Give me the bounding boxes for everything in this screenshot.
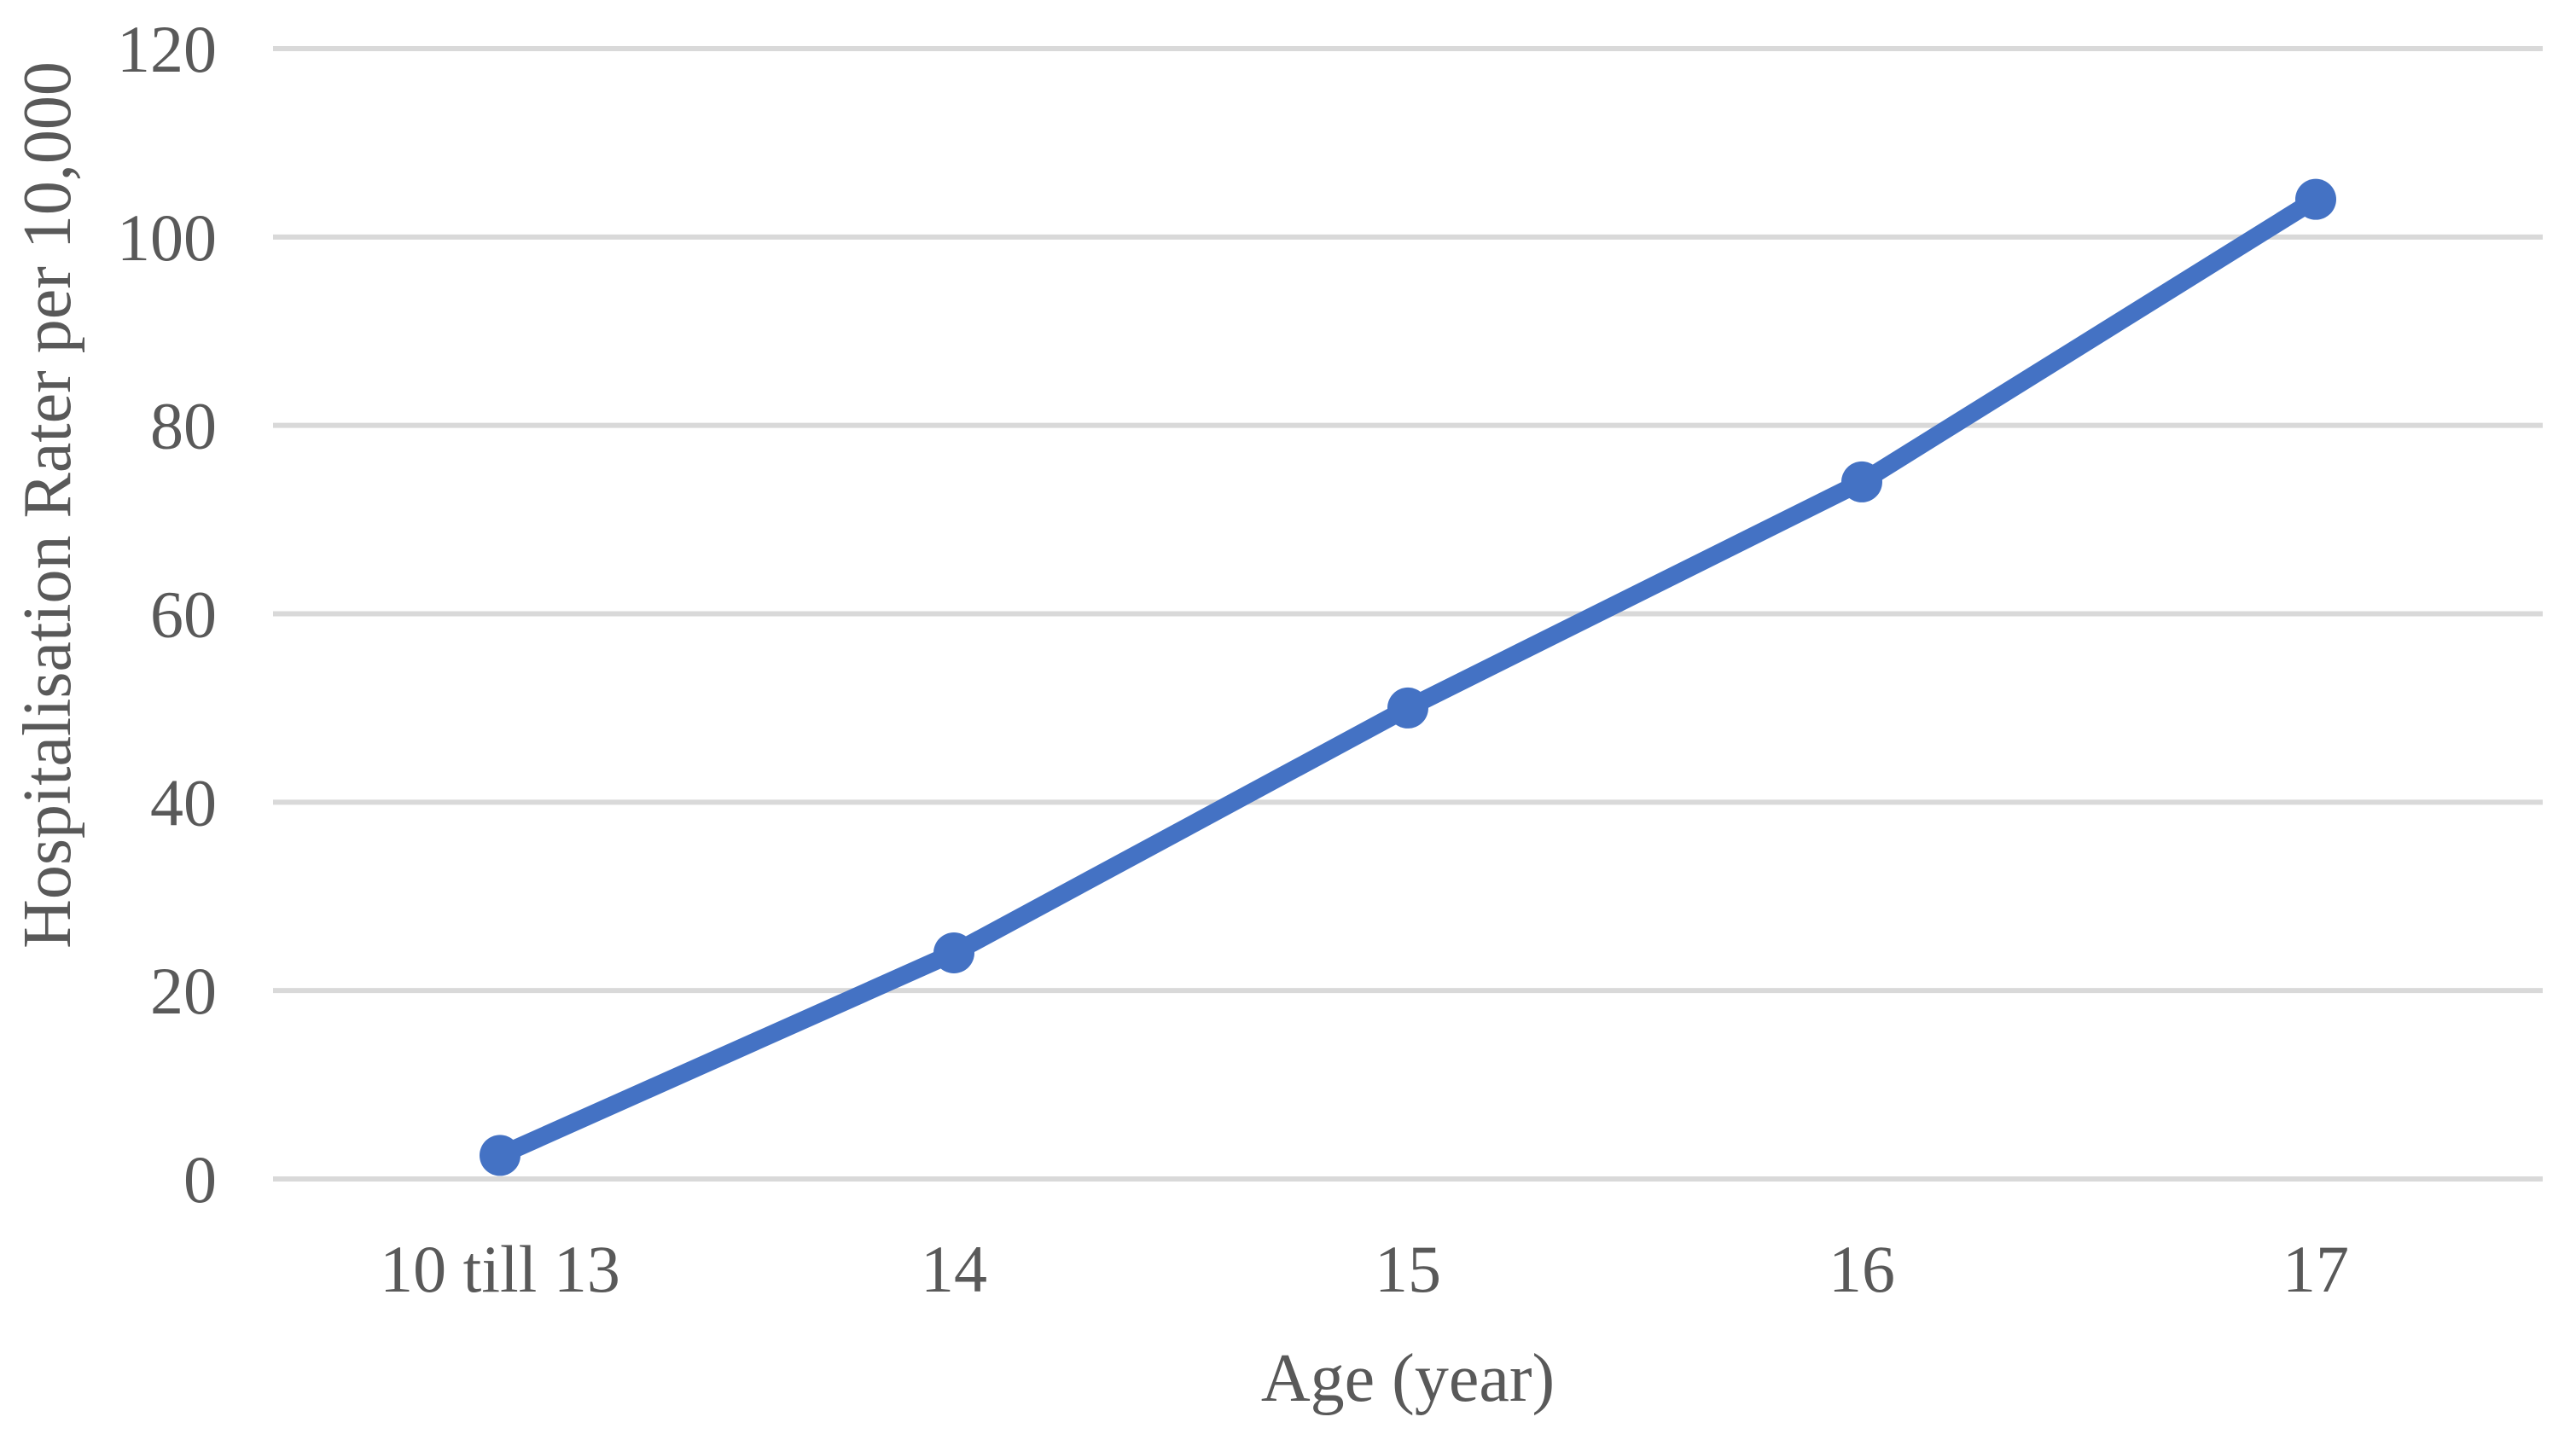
- x-axis-tick-labels: 10 till 13 14 15 16 17: [380, 1232, 2349, 1306]
- data-point-marker: [1841, 461, 1882, 502]
- series-line: [491, 190, 2325, 1164]
- y-axis-tick-labels: 0 20 40 60 80 100 120: [117, 12, 217, 1216]
- y-tick-label: 20: [150, 954, 217, 1028]
- x-tick-label: 10 till 13: [380, 1232, 620, 1306]
- data-point-marker: [480, 1135, 520, 1176]
- x-tick-label: 14: [921, 1232, 987, 1306]
- y-tick-label: 40: [150, 765, 217, 839]
- y-tick-label: 0: [183, 1142, 217, 1216]
- y-tick-label: 120: [117, 12, 217, 86]
- data-point-marker: [2295, 178, 2336, 220]
- y-axis-title: Hospitalisation Rater per 10,000: [10, 61, 85, 949]
- x-axis-title: Age (year): [1261, 1341, 1555, 1416]
- gridlines: [273, 46, 2543, 1182]
- x-tick-label: 16: [1829, 1232, 1895, 1306]
- x-tick-label: 17: [2282, 1232, 2349, 1306]
- x-tick-label: 15: [1375, 1232, 1441, 1306]
- y-tick-label: 100: [117, 200, 217, 275]
- y-tick-label: 80: [150, 389, 217, 463]
- data-point-marker: [933, 932, 974, 973]
- data-point-marker: [1387, 687, 1428, 729]
- y-tick-label: 60: [150, 578, 217, 652]
- data-series: [480, 178, 2336, 1176]
